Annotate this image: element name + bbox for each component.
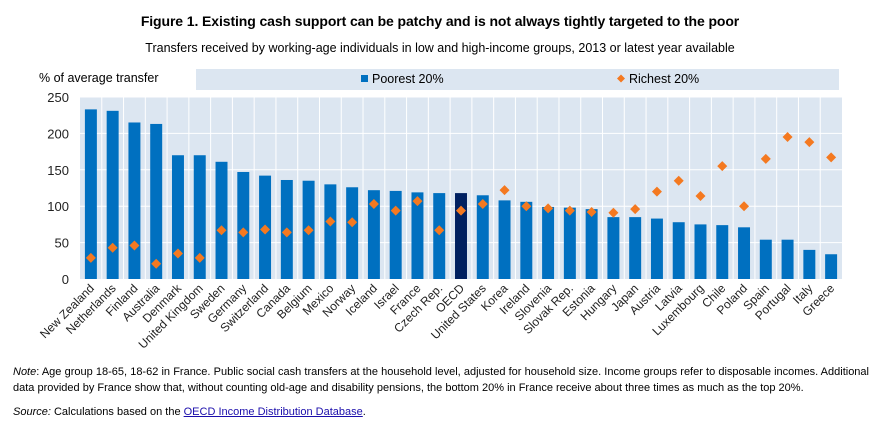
- legend: Poorest 20% Richest 20%: [361, 72, 699, 86]
- bar-poorest: [803, 249, 816, 279]
- source-end: .: [362, 406, 366, 418]
- figure-title: Figure 1. Existing cash support can be p…: [140, 13, 740, 29]
- marker-richest: [281, 227, 292, 238]
- legend-swatch-richest: [617, 74, 625, 83]
- bar-poorest: [563, 207, 576, 279]
- bar-poorest: [215, 161, 228, 279]
- bar-poorest: [455, 193, 467, 279]
- source-label: Source:: [13, 406, 51, 418]
- marker-richest: [303, 225, 314, 236]
- bar-poorest: [694, 224, 707, 279]
- marker-richest: [477, 199, 488, 210]
- y-axis-label: % of average transfer: [39, 71, 159, 85]
- bar-poorest: [672, 222, 685, 279]
- marker-richest: [456, 205, 466, 216]
- marker-richest: [651, 186, 662, 197]
- y-tick-label: 50: [55, 236, 69, 251]
- marker-richest: [673, 175, 684, 186]
- legend-label-richest: Richest 20%: [629, 72, 699, 86]
- bar-poorest: [106, 110, 119, 279]
- bar-poorest: [389, 190, 402, 279]
- source-paragraph: Source: Calculations based on the OECD I…: [13, 404, 869, 420]
- bar-poorest: [759, 239, 772, 279]
- marker-richest: [564, 205, 575, 216]
- marker-richest: [739, 201, 750, 212]
- marker-richest: [390, 205, 401, 216]
- source-text: Calculations based on the: [50, 406, 184, 418]
- marker-richest: [238, 227, 249, 238]
- bar-poorest: [367, 190, 380, 279]
- bar-poorest: [520, 201, 533, 279]
- marker-richest: [630, 204, 641, 215]
- y-tick-label: 250: [47, 90, 69, 105]
- marker-richest: [129, 240, 140, 251]
- legend-swatch-poorest: [361, 75, 368, 82]
- bar-poorest: [476, 195, 489, 279]
- bar-poorest: [128, 122, 141, 279]
- bar-poorest: [346, 187, 359, 279]
- chart: % of average transfer Poorest 20% Richest…: [37, 69, 842, 352]
- y-tick-label: 150: [47, 163, 69, 178]
- marker-richest: [194, 252, 205, 263]
- marker-richest: [695, 191, 706, 202]
- bar-poorest: [629, 217, 642, 279]
- note-label: Note: [13, 366, 37, 378]
- marker-richest: [804, 137, 815, 148]
- bar-poorest: [607, 217, 620, 279]
- marker-richest: [760, 153, 771, 164]
- marker-richest: [782, 132, 793, 143]
- bar-poorest: [411, 192, 424, 279]
- marker-richest: [521, 201, 532, 212]
- marker-richest: [717, 161, 728, 172]
- note-paragraph: Note: Age group 18-65, 18-62 in France. …: [13, 364, 869, 396]
- marker-richest: [826, 152, 837, 163]
- bar-poorest: [738, 227, 751, 279]
- marker-richest: [151, 258, 162, 269]
- y-tick-label: 100: [47, 199, 69, 214]
- bar-poorest: [716, 225, 729, 279]
- notes: Note: Age group 18-65, 18-62 in France. …: [13, 364, 869, 420]
- legend-label-poorest: Poorest 20%: [372, 72, 444, 86]
- marker-richest: [347, 217, 358, 228]
- marker-richest: [586, 207, 597, 218]
- bar-poorest: [84, 109, 97, 279]
- bar-poorest: [433, 193, 446, 279]
- bar-poorest: [585, 209, 598, 279]
- bar-poorest: [171, 155, 184, 279]
- marker-richest: [368, 199, 379, 210]
- marker-richest: [172, 248, 183, 259]
- figure-subtitle: Transfers received by working-age indivi…: [145, 41, 735, 55]
- marker-richest: [325, 216, 336, 227]
- grid: [80, 96, 842, 279]
- bar-poorest: [781, 239, 794, 279]
- note-text: : Age group 18-65, 18-62 in France. Publ…: [13, 366, 869, 394]
- marker-richest: [107, 242, 118, 253]
- marker-richest: [85, 252, 96, 263]
- marker-richest: [412, 196, 423, 207]
- marker-richest: [260, 224, 271, 235]
- bar-poorest: [193, 155, 206, 279]
- marker-richest: [434, 225, 445, 236]
- x-axis: New ZealandNetherlandsFinlandAustraliaDe…: [37, 281, 837, 352]
- marker-richest: [216, 225, 227, 236]
- y-axis: 0 50 100 150 200 250: [47, 90, 69, 287]
- y-tick-label: 200: [47, 126, 69, 141]
- marker-richest: [543, 203, 554, 214]
- bar-poorest: [650, 218, 663, 279]
- source-link[interactable]: OECD Income Distribution Database: [183, 406, 363, 418]
- legend-box: [196, 69, 839, 90]
- marker-richest: [499, 185, 510, 196]
- bar-poorest: [237, 171, 250, 279]
- marker-richest: [608, 207, 619, 218]
- bar-poorest: [498, 200, 511, 279]
- bar-poorest: [150, 123, 163, 279]
- bar-poorest: [542, 206, 555, 279]
- bar-poorest: [324, 184, 337, 279]
- y-tick-label: 0: [62, 272, 69, 287]
- bar-poorest: [825, 254, 838, 279]
- markers-richest: [85, 132, 837, 269]
